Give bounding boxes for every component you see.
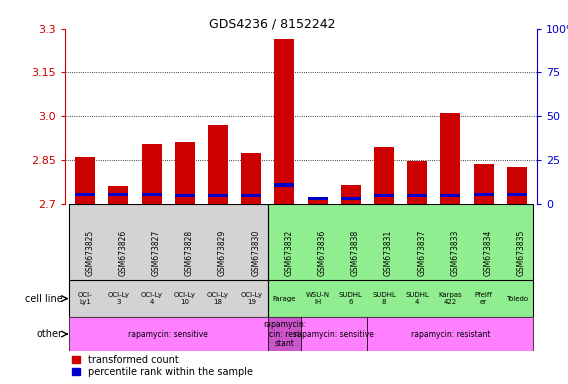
FancyBboxPatch shape <box>168 280 202 317</box>
FancyBboxPatch shape <box>367 317 533 351</box>
FancyBboxPatch shape <box>135 204 168 280</box>
Bar <box>440 113 461 204</box>
FancyBboxPatch shape <box>268 280 301 317</box>
FancyBboxPatch shape <box>135 280 168 317</box>
FancyBboxPatch shape <box>434 204 467 280</box>
FancyBboxPatch shape <box>500 280 533 317</box>
FancyBboxPatch shape <box>235 280 268 317</box>
FancyBboxPatch shape <box>301 204 334 280</box>
Text: OCI-Ly
4: OCI-Ly 4 <box>141 292 162 305</box>
FancyBboxPatch shape <box>434 280 467 317</box>
Text: GSM673832: GSM673832 <box>285 230 294 276</box>
FancyBboxPatch shape <box>467 280 500 317</box>
Bar <box>440 194 461 197</box>
Bar <box>175 142 195 204</box>
FancyBboxPatch shape <box>334 204 367 280</box>
Bar <box>241 194 261 197</box>
FancyBboxPatch shape <box>367 204 400 280</box>
Text: WSU-N
IH: WSU-N IH <box>306 292 329 305</box>
FancyBboxPatch shape <box>301 317 367 351</box>
Bar <box>76 193 95 196</box>
Text: rapamycin: sensitive: rapamycin: sensitive <box>128 329 208 339</box>
Text: rapamycin: sensitive: rapamycin: sensitive <box>294 329 374 339</box>
Bar <box>274 39 294 204</box>
Text: other: other <box>36 329 62 339</box>
Text: OCI-
Ly1: OCI- Ly1 <box>78 292 93 305</box>
Bar <box>208 125 228 204</box>
Text: rapamycin:
cin: resi
stant: rapamycin: cin: resi stant <box>263 320 306 348</box>
Bar <box>76 157 95 204</box>
FancyBboxPatch shape <box>500 204 533 280</box>
FancyBboxPatch shape <box>202 280 235 317</box>
Bar <box>241 152 261 204</box>
Legend: transformed count, percentile rank within the sample: transformed count, percentile rank withi… <box>70 353 254 379</box>
FancyBboxPatch shape <box>268 317 301 351</box>
Text: Farage: Farage <box>273 296 296 301</box>
FancyBboxPatch shape <box>268 204 301 280</box>
Text: GSM673831: GSM673831 <box>384 230 393 276</box>
Bar <box>175 194 195 197</box>
Text: GSM673829: GSM673829 <box>218 230 227 276</box>
Bar <box>407 194 427 197</box>
Text: GSM673827: GSM673827 <box>152 230 161 276</box>
Bar <box>141 144 162 204</box>
FancyBboxPatch shape <box>69 204 102 280</box>
Text: GSM673828: GSM673828 <box>185 230 194 276</box>
FancyBboxPatch shape <box>367 280 400 317</box>
Text: OCI-Ly
19: OCI-Ly 19 <box>240 292 262 305</box>
Text: GSM673833: GSM673833 <box>450 230 460 276</box>
FancyBboxPatch shape <box>102 280 135 317</box>
Text: GSM673838: GSM673838 <box>351 230 360 276</box>
Text: Karpas
422: Karpas 422 <box>438 292 462 305</box>
FancyBboxPatch shape <box>69 280 102 317</box>
Bar <box>474 193 494 196</box>
Bar <box>507 193 527 196</box>
Text: cell line: cell line <box>25 293 62 304</box>
Text: OCI-Ly
3: OCI-Ly 3 <box>107 292 130 305</box>
Text: GSM673834: GSM673834 <box>483 230 492 276</box>
FancyBboxPatch shape <box>467 204 500 280</box>
Text: SUDHL
8: SUDHL 8 <box>372 292 396 305</box>
Text: GSM673830: GSM673830 <box>251 230 260 276</box>
Text: Toledo: Toledo <box>506 296 528 301</box>
FancyBboxPatch shape <box>102 204 135 280</box>
Text: OCI-Ly
18: OCI-Ly 18 <box>207 292 229 305</box>
Text: GSM673836: GSM673836 <box>318 230 327 276</box>
Text: Pfeiff
er: Pfeiff er <box>475 292 492 305</box>
FancyBboxPatch shape <box>301 280 334 317</box>
Bar <box>507 167 527 204</box>
Bar <box>374 147 394 204</box>
FancyBboxPatch shape <box>69 317 268 351</box>
Text: SUDHL
6: SUDHL 6 <box>339 292 363 305</box>
FancyBboxPatch shape <box>400 280 434 317</box>
Bar <box>474 164 494 204</box>
Text: rapamycin: resistant: rapamycin: resistant <box>411 329 490 339</box>
FancyBboxPatch shape <box>235 204 268 280</box>
FancyBboxPatch shape <box>334 280 367 317</box>
Text: OCI-Ly
10: OCI-Ly 10 <box>174 292 196 305</box>
Bar <box>108 186 128 204</box>
Bar <box>308 198 328 204</box>
Bar <box>341 197 361 200</box>
Bar <box>108 193 128 196</box>
Bar <box>274 183 294 187</box>
Bar <box>208 194 228 197</box>
Text: SUDHL
4: SUDHL 4 <box>406 292 429 305</box>
Text: GSM673825: GSM673825 <box>85 230 94 276</box>
Bar <box>374 194 394 197</box>
Bar <box>308 197 328 200</box>
Bar <box>341 185 361 204</box>
Bar <box>141 193 162 196</box>
Text: GSM673837: GSM673837 <box>417 230 426 276</box>
FancyBboxPatch shape <box>202 204 235 280</box>
Bar <box>407 161 427 204</box>
Text: GSM673835: GSM673835 <box>517 230 526 276</box>
FancyBboxPatch shape <box>400 204 434 280</box>
FancyBboxPatch shape <box>168 204 202 280</box>
Text: GDS4236 / 8152242: GDS4236 / 8152242 <box>210 17 336 30</box>
Text: GSM673826: GSM673826 <box>119 230 127 276</box>
